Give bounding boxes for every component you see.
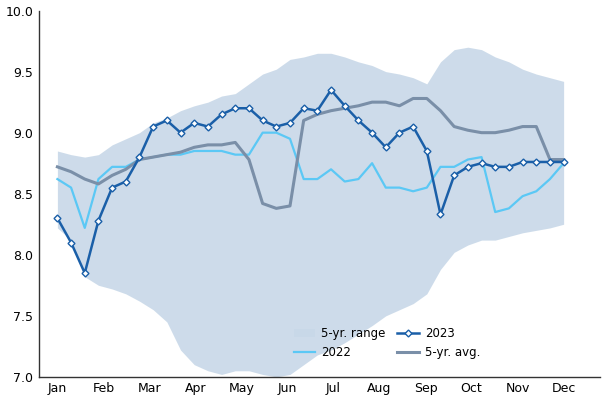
Legend: 5-yr. range, 2022, 2023, 5-yr. avg.: 5-yr. range, 2022, 2023, 5-yr. avg. xyxy=(290,322,485,364)
